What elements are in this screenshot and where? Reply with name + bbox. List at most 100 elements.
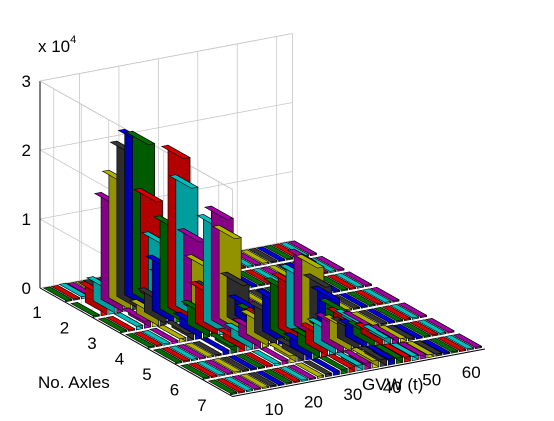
bar-top-face — [381, 305, 412, 320]
bar-top-face — [286, 364, 317, 379]
bar-top-face — [203, 359, 234, 374]
bar-6-12 — [227, 354, 258, 371]
bar-5-8 — [184, 342, 215, 359]
bar-2-62 — [314, 255, 345, 272]
bar-7-44 — [381, 343, 412, 363]
bar-4-58 — [353, 289, 385, 306]
bar-top-face — [251, 349, 282, 365]
x-tick-label: 7 — [197, 396, 206, 415]
bar-top-face — [397, 341, 428, 357]
z-exponent-label: x 104 — [38, 34, 76, 56]
x-tick-label: 6 — [170, 380, 179, 399]
bar-5-4 — [168, 345, 199, 362]
bar-1-54 — [255, 246, 286, 263]
bar-7-12 — [255, 370, 286, 387]
bar-top-face — [302, 273, 333, 288]
bar-top-face — [176, 344, 207, 359]
bar-top-face — [408, 320, 440, 336]
bar-5-0 — [152, 348, 183, 365]
bar-top-face — [125, 333, 156, 348]
bar-6-18 — [251, 349, 282, 367]
bar-2-42 — [235, 270, 266, 287]
y-tick-label: 40 — [383, 378, 402, 397]
frame-edge — [232, 348, 486, 397]
bar-top-face — [404, 341, 435, 356]
bar-top-face — [215, 378, 246, 393]
bar-5-6 — [176, 343, 207, 360]
bar-top-face — [247, 372, 278, 387]
back-wall-gridline-z — [39, 171, 293, 220]
bar-top-face — [444, 334, 475, 350]
bar-3-58 — [326, 274, 357, 291]
bar-top-face — [263, 244, 294, 260]
bar-7-6 — [231, 374, 262, 391]
x-tick-label: 1 — [32, 303, 41, 322]
bar-7-0 — [207, 379, 238, 396]
bar-top-face — [397, 302, 428, 317]
bar-top-face — [42, 286, 73, 301]
bar-top-face — [239, 373, 270, 388]
bar-top-face — [255, 246, 286, 261]
z-exponent-base: x 10 — [38, 37, 70, 56]
bar-top-face — [204, 205, 235, 220]
bar-7-24 — [302, 360, 333, 378]
bar-7-28 — [318, 355, 349, 375]
bar-top-face — [373, 306, 404, 322]
bar-top-face — [333, 351, 364, 366]
bar-6-6 — [203, 359, 234, 376]
bar-6-8 — [211, 357, 242, 374]
z-tick-label: 3 — [22, 72, 31, 91]
bar-top-face — [310, 285, 341, 300]
bar-top-face — [262, 369, 293, 384]
x-axis-label: No. Axles — [38, 373, 110, 392]
bar-top-face — [125, 130, 156, 146]
y-tick-label: 30 — [343, 385, 362, 404]
bar-1-52 — [247, 247, 278, 264]
bar-2-0 — [70, 301, 101, 318]
bar-6-4 — [195, 360, 226, 377]
bar-4-54 — [338, 292, 369, 309]
x-tick-label: 4 — [115, 349, 124, 368]
bar-top-face — [227, 355, 258, 370]
bar-6-0 — [180, 363, 211, 380]
y-tick-label: 60 — [462, 363, 481, 382]
bar-1-2 — [50, 284, 81, 301]
bar-top-face — [369, 287, 400, 302]
bar-top-face — [148, 327, 179, 343]
bar-top-face — [192, 341, 223, 356]
bar-3-2 — [105, 315, 136, 332]
bar-7-60 — [444, 334, 475, 351]
bar-top-face — [353, 289, 385, 305]
bar-top-face — [184, 342, 215, 357]
bar-4-62 — [369, 286, 400, 303]
bar-7-56 — [428, 337, 459, 354]
bar-7-58 — [436, 336, 467, 353]
bar-7-4 — [223, 376, 254, 393]
bar-top-face — [294, 362, 325, 377]
bar-top-face — [412, 340, 443, 355]
y-tick-label: 10 — [264, 400, 283, 419]
bar-top-face — [389, 303, 420, 319]
bar-6-58 — [408, 320, 440, 337]
frame-edge — [39, 287, 233, 397]
bar-7-34 — [341, 349, 372, 370]
bar-top-face — [180, 364, 211, 379]
bar-top-face — [420, 339, 451, 354]
bar-6-56 — [401, 322, 432, 339]
bar-6-62 — [424, 317, 455, 334]
bar-top-face — [302, 360, 333, 375]
bar-top-face — [259, 347, 290, 362]
bar-4-56 — [346, 291, 377, 308]
bar-1-0 — [42, 286, 73, 303]
bar-7-30 — [326, 353, 357, 373]
bar-7-16 — [270, 367, 301, 384]
z-exponent-power: 4 — [70, 34, 76, 46]
bar-6-2 — [188, 362, 219, 379]
y-tick-label: 20 — [304, 393, 323, 412]
bar-top-face — [195, 361, 226, 376]
bar-top-face — [211, 358, 242, 373]
bar-top-face — [255, 370, 286, 385]
bar-top-face — [334, 272, 365, 288]
bar-6-20 — [259, 346, 290, 365]
